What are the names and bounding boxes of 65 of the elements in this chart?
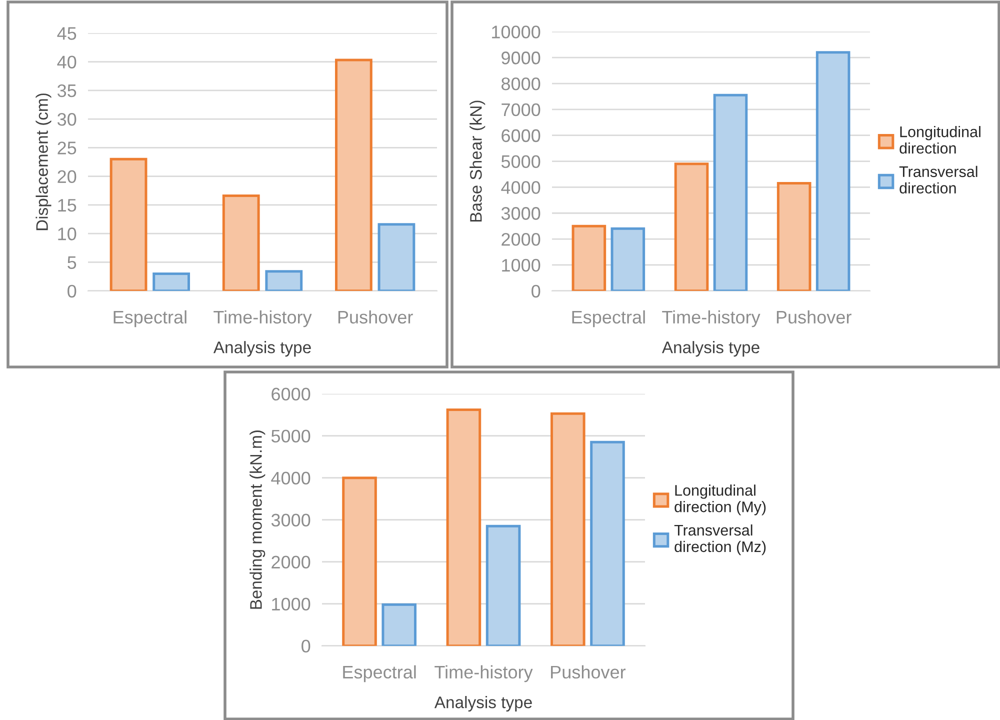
y-tick-label: 2000: [502, 232, 540, 246]
legend-label: Transversal direction: [899, 166, 978, 194]
y-tick-label: 4000: [271, 472, 310, 485]
x-tick-label: Pushover: [338, 310, 413, 324]
y-tick-label: 9000: [502, 52, 540, 64]
y-axis-title: Base Shear (kN): [470, 100, 486, 222]
x-axis-title: Analysis type: [434, 696, 532, 712]
bar: [674, 162, 709, 291]
legend-label: Longitudinal direction (My): [674, 484, 766, 516]
x-tick-label: Time-history: [662, 310, 760, 328]
y-tick-label: 2000: [272, 556, 310, 569]
bar: [446, 408, 482, 646]
y-tick-label: 0: [68, 284, 76, 298]
x-axis-title: Analysis type: [213, 341, 311, 357]
x-axis-title: Analysis type: [662, 341, 760, 357]
y-tick-label: 0: [302, 640, 310, 653]
y-tick-label: 3000: [271, 514, 310, 527]
y-tick-label: 7000: [502, 103, 540, 116]
y-tick-label: 6000: [502, 129, 540, 142]
y-tick-label: 0: [532, 284, 540, 298]
y-tick-label: 10000: [492, 26, 540, 38]
bar: [152, 272, 190, 291]
y-tick-label: 1000: [502, 258, 540, 272]
y-tick-label: 4000: [501, 181, 540, 194]
bar: [590, 440, 625, 646]
x-tick-label: Pushover: [776, 310, 852, 324]
y-tick-label: 1000: [272, 598, 310, 611]
y-axis-title: Bending moment (kN.m): [250, 430, 266, 609]
y-tick-label: 35: [57, 84, 76, 98]
y-tick-label: 30: [57, 112, 76, 126]
y-tick-label: 20: [58, 170, 76, 184]
y-tick-label: 40: [57, 56, 76, 68]
bar: [342, 476, 377, 646]
y-tick-label: 5: [68, 256, 76, 269]
y-tick-label: 15: [58, 199, 76, 212]
bar: [382, 603, 417, 646]
bar: [610, 227, 646, 291]
y-tick-label: 45: [57, 27, 76, 40]
x-tick-label: Espectral: [114, 310, 186, 328]
bar: [486, 524, 521, 646]
bar: [222, 194, 260, 291]
bar: [334, 58, 372, 291]
y-tick-label: 25: [58, 142, 76, 154]
bar: [713, 94, 748, 291]
bar: [378, 223, 416, 291]
y-tick-label: 6000: [272, 388, 310, 401]
x-tick-label: Pushover: [551, 665, 626, 679]
bar: [776, 182, 812, 291]
y-tick-label: 3000: [501, 207, 540, 220]
bar: [110, 158, 148, 291]
bar: [572, 224, 606, 291]
bar: [265, 270, 303, 291]
y-tick-label: 10: [58, 228, 76, 240]
y-tick-label: 5000: [501, 155, 540, 168]
x-tick-label: Espectral: [343, 665, 416, 682]
x-tick-label: Time-history: [214, 310, 312, 328]
legend-label: Longitudinal direction: [900, 126, 980, 154]
bar: [550, 412, 586, 646]
x-tick-label: Espectral: [572, 310, 645, 328]
bar: [816, 51, 850, 291]
y-tick-label: 8000: [502, 77, 540, 90]
legend-label: Transversal direction (Mz): [674, 524, 766, 556]
x-tick-label: Time-history: [434, 665, 533, 682]
y-axis-title: Displacement (cm): [36, 94, 52, 230]
y-tick-label: 5000: [271, 430, 310, 443]
